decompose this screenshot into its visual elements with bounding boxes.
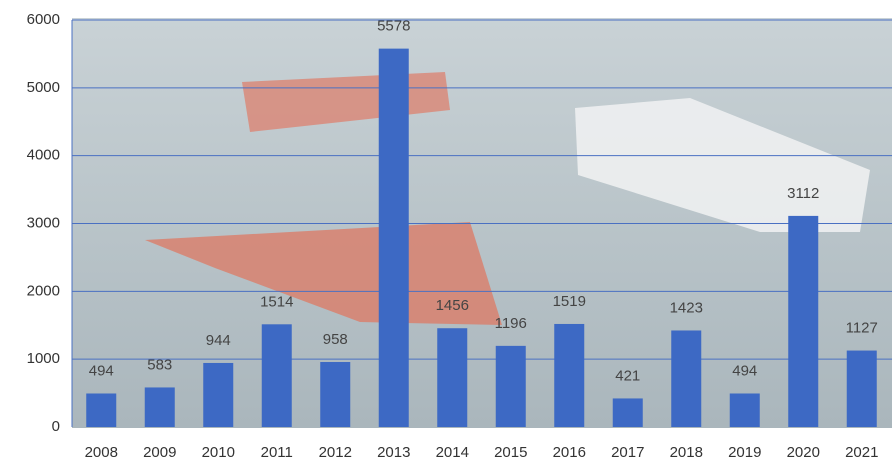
y-tick-label: 3000 <box>27 214 60 231</box>
y-tick-label: 1000 <box>27 350 60 367</box>
bar <box>379 49 409 427</box>
data-label: 1519 <box>553 293 586 310</box>
data-label: 5578 <box>377 18 410 35</box>
bar <box>613 398 643 427</box>
y-tick-label: 6000 <box>27 11 60 28</box>
data-label: 494 <box>732 362 757 379</box>
bar <box>496 346 526 427</box>
bar <box>86 393 116 427</box>
bar <box>554 324 584 427</box>
data-label: 1423 <box>670 299 703 316</box>
x-tick-label: 2010 <box>202 444 235 461</box>
data-label: 1514 <box>260 293 293 310</box>
bar <box>671 330 701 427</box>
x-tick-label: 2020 <box>787 444 820 461</box>
x-tick-label: 2018 <box>670 444 703 461</box>
bar <box>847 351 877 427</box>
data-label: 1127 <box>846 320 878 337</box>
data-label: 583 <box>147 356 172 373</box>
x-tick-label: 2008 <box>85 444 118 461</box>
y-tick-label: 4000 <box>27 147 60 164</box>
x-tick-label: 2011 <box>261 444 293 461</box>
x-tick-label: 2016 <box>553 444 586 461</box>
x-tick-label: 2019 <box>728 444 761 461</box>
x-tick-label: 2013 <box>377 444 410 461</box>
data-label: 944 <box>206 332 231 349</box>
y-tick-label: 5000 <box>27 79 60 96</box>
data-label: 1196 <box>495 315 527 332</box>
data-label: 1456 <box>436 297 469 314</box>
bar <box>730 393 760 427</box>
x-tick-label: 2014 <box>436 444 469 461</box>
bar <box>203 363 233 427</box>
bar <box>145 387 175 427</box>
bar <box>262 324 292 427</box>
data-label: 3112 <box>787 185 819 202</box>
x-tick-label: 2015 <box>494 444 527 461</box>
x-tick-label: 2009 <box>143 444 176 461</box>
data-label: 958 <box>323 331 348 348</box>
x-tick-label: 2017 <box>611 444 644 461</box>
bar <box>788 216 818 427</box>
x-tick-label: 2012 <box>319 444 352 461</box>
y-tick-label: 2000 <box>27 282 60 299</box>
bar <box>320 362 350 427</box>
data-label: 421 <box>615 367 640 384</box>
x-tick-label: 2021 <box>845 444 878 461</box>
bar <box>437 328 467 427</box>
y-tick-label: 0 <box>52 418 60 435</box>
chart: 0 1000 2000 3000 4000 5000 6000 2008 494 2009 583 2… <box>0 0 892 462</box>
data-label: 494 <box>89 362 114 379</box>
